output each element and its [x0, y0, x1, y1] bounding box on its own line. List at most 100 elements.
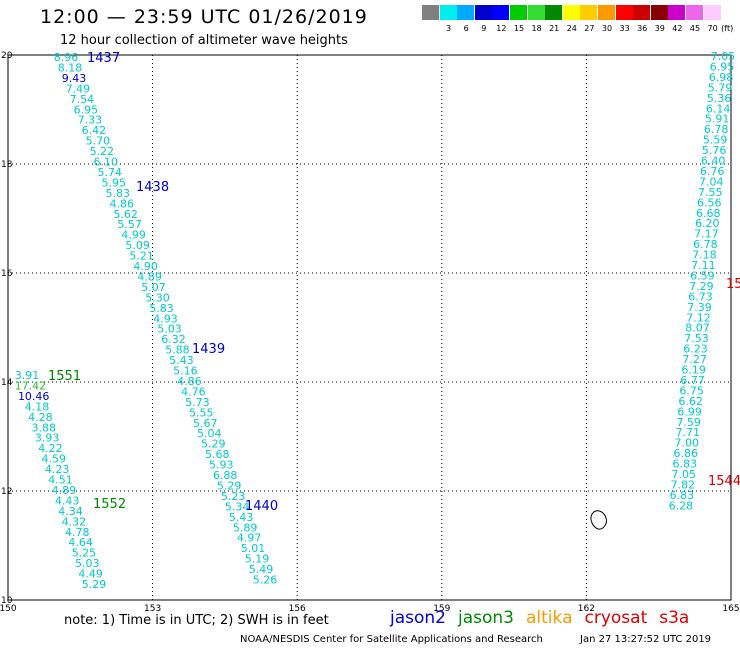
wave-height-value: 5.49: [249, 563, 274, 576]
pass-label: 1440: [245, 499, 278, 514]
wave-height-value: 4.97: [237, 532, 262, 545]
legend-entry: cryosat: [584, 608, 648, 628]
wave-height-value: 5.03: [75, 557, 100, 570]
wave-height-value: 7.59: [676, 416, 701, 429]
scale-label: 24: [566, 24, 577, 33]
pass-label: 1551: [48, 369, 81, 384]
wave-height-value: 6.59: [690, 269, 715, 282]
wave-height-value: 7.27: [682, 353, 707, 366]
wave-height-value: 6.20: [695, 217, 720, 230]
wave-height-value: 8.07: [685, 322, 710, 335]
scale-unit: (ft): [721, 24, 734, 33]
wave-height-value: 4.51: [48, 474, 73, 487]
map-frame: [7, 54, 732, 601]
scale-label: 70: [707, 24, 718, 33]
pass-label: 1438: [136, 180, 169, 195]
wave-height-value: 6.32: [161, 333, 186, 346]
x-tick-label: 159: [433, 604, 450, 614]
wave-height-value: 5.07: [141, 281, 166, 294]
wave-height-value: 5.36: [707, 92, 732, 105]
wave-height-value: 5.23: [221, 490, 246, 503]
wave-height-value: 17.42: [15, 379, 47, 392]
wave-height-value: 5.29: [201, 438, 226, 451]
wave-height-value: 6.88: [213, 469, 238, 482]
x-tick-label: 153: [144, 604, 161, 614]
wave-height-value: 5.68: [205, 448, 230, 461]
wave-height-value: 4.64: [68, 536, 93, 549]
wave-height-value: 4.34: [58, 505, 83, 518]
wave-height-value: 4.22: [38, 442, 63, 455]
wave-height-value: 4.23: [45, 463, 70, 476]
wave-height-value: 4.59: [42, 453, 67, 466]
legend-entry: s3a: [659, 608, 690, 628]
wave-height-value: 7.54: [70, 93, 95, 106]
scale-label: 27: [584, 24, 595, 33]
legend-entry: jason2: [390, 608, 446, 628]
wave-height-value: 4.90: [133, 260, 158, 273]
wave-height-value: 5.74: [98, 166, 123, 179]
y-tick-label: 14: [1, 378, 13, 388]
scale-swatch: [457, 5, 475, 20]
wave-height-value: 4.49: [78, 568, 103, 581]
wave-height-value: 9.43: [62, 72, 87, 85]
wave-height-value: 5.67: [193, 417, 218, 430]
wave-height-value: 5.16: [173, 365, 198, 378]
wave-height-value: 5.79: [708, 81, 733, 94]
wave-height-value: 4.32: [62, 515, 87, 528]
wave-height-value: 6.56: [697, 196, 722, 209]
wave-height-value: 4.89: [52, 484, 77, 497]
wave-height-value: 7.53: [684, 332, 709, 345]
wave-height-value: 7.17: [694, 228, 719, 241]
wave-height-value: 5.91: [705, 113, 730, 126]
wave-height-value: 6.14: [706, 102, 731, 115]
generated-timestamp: Jan 27 13:27:52 UTC 2019: [580, 634, 712, 645]
scale-label: 3: [446, 24, 452, 33]
wave-height-value: 5.29: [217, 479, 242, 492]
scale-label: 9: [481, 24, 487, 33]
x-tick-label: 162: [578, 604, 595, 614]
wave-height-value: 5.04: [197, 427, 222, 440]
island-outline: [590, 510, 607, 530]
wave-height-value: 5.95: [102, 176, 127, 189]
pass-label: 1544: [708, 474, 740, 489]
wave-height-value: 5.09: [125, 239, 150, 252]
wave-height-value: 6.98: [709, 71, 734, 84]
wave-height-value: 7.33: [78, 114, 103, 127]
wave-height-value: 3.93: [35, 432, 60, 445]
wave-height-value: 5.01: [241, 542, 266, 555]
wave-height-value: 6.76: [700, 165, 725, 178]
y-tick-label: 12: [1, 487, 12, 497]
footer-note: note: 1) Time is in UTC; 2) SWH is in fe…: [64, 613, 329, 628]
wave-height-value: 7.00: [674, 437, 699, 450]
legend-entry: altika: [526, 608, 573, 628]
y-tick-label: 16: [1, 269, 13, 279]
y-tick-label: 18: [1, 160, 13, 170]
scale-swatch: [580, 5, 598, 20]
wave-height-value: 5.62: [113, 208, 138, 221]
wave-height-value: 5.88: [165, 344, 190, 357]
wave-height-value: 6.28: [669, 499, 694, 512]
x-tick-label: 150: [0, 604, 17, 614]
wave-height-value: 7.55: [698, 186, 723, 199]
wave-height-value: 5.43: [229, 511, 254, 524]
wave-height-value: 5.76: [702, 144, 727, 157]
credit-line: NOAA/NESDIS Center for Satellite Applica…: [240, 634, 543, 645]
scale-swatch: [545, 5, 563, 20]
scale-swatch: [527, 5, 545, 20]
wave-height-value: 7.71: [675, 426, 700, 439]
wave-height-value: 5.70: [86, 135, 111, 148]
pass-label: 15: [726, 277, 740, 292]
scale-swatch: [633, 5, 651, 20]
scale-label: 30: [601, 24, 613, 33]
wave-height-value: 6.95: [74, 103, 99, 116]
wave-height-value: 5.30: [145, 291, 170, 304]
scale-swatch: [668, 5, 686, 20]
scale-label: 36: [637, 24, 648, 33]
wave-height-value: 5.25: [72, 547, 97, 560]
wave-height-value: 6.86: [674, 447, 699, 460]
scale-swatch: [615, 5, 633, 20]
wave-height-value: 7.11: [691, 259, 716, 272]
wave-height-value: 6.19: [681, 364, 706, 377]
wave-height-value: 7.18: [692, 249, 717, 262]
scale-label: 45: [689, 24, 701, 33]
